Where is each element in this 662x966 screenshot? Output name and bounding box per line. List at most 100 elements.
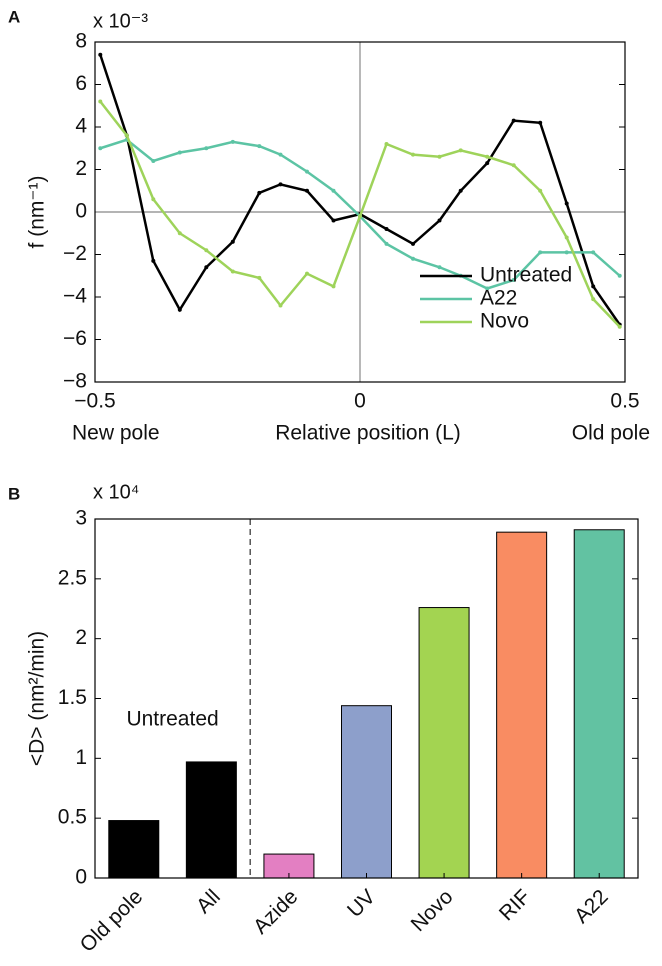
x-tick-label: −0.5 xyxy=(74,390,115,413)
data-point xyxy=(98,146,103,151)
y-tick-label: 6 xyxy=(75,72,87,95)
x-tick-label: A22 xyxy=(570,885,613,928)
axis-multiplier: x 10⁴ xyxy=(93,481,139,503)
x-tick-label: UV xyxy=(343,885,380,922)
data-point xyxy=(331,218,336,223)
bar xyxy=(341,705,392,879)
y-tick-label: 2 xyxy=(75,157,87,180)
data-point xyxy=(538,250,543,255)
y-tick-label: 8 xyxy=(75,30,87,53)
data-point xyxy=(278,182,283,187)
data-point xyxy=(564,201,569,206)
data-point xyxy=(458,148,463,153)
data-point xyxy=(511,163,516,168)
x-tick-label: Old pole xyxy=(76,885,148,957)
x-tick-label: 0 xyxy=(354,390,366,413)
data-point xyxy=(177,150,182,155)
data-point xyxy=(485,154,490,159)
annotation: Untreated xyxy=(126,708,218,731)
x-tick-label: Novo xyxy=(407,885,458,936)
plot-frame xyxy=(94,41,626,383)
data-point xyxy=(485,286,490,291)
data-point xyxy=(384,142,389,146)
bar xyxy=(418,607,470,879)
y-tick-label: 1 xyxy=(75,746,87,769)
data-point xyxy=(204,248,209,253)
data-point xyxy=(331,188,336,193)
data-point xyxy=(151,197,156,202)
data-point xyxy=(411,241,415,246)
data-point xyxy=(204,146,209,151)
y-tick-label: −8 xyxy=(63,370,87,393)
y-axis-label: f (nm⁻¹) xyxy=(26,176,49,249)
data-point xyxy=(437,154,442,159)
data-point xyxy=(305,271,309,276)
data-point xyxy=(564,235,569,240)
y-tick-label: 3 xyxy=(75,507,87,530)
data-point xyxy=(230,239,235,244)
data-point xyxy=(257,275,262,280)
axis-multiplier: x 10⁻³ xyxy=(93,10,148,32)
data-point xyxy=(278,303,283,308)
y-tick-label: 2.5 xyxy=(58,566,87,589)
bar xyxy=(573,529,625,879)
x-left-label: New pole xyxy=(72,422,160,445)
y-tick-label: −4 xyxy=(63,285,87,308)
data-point xyxy=(384,241,389,246)
y-axis-label: <D> (nm²/min) xyxy=(26,631,49,766)
data-point xyxy=(98,99,103,104)
data-point xyxy=(591,250,596,255)
data-point xyxy=(591,284,596,289)
panel-label: A xyxy=(8,7,20,26)
data-point xyxy=(177,307,182,312)
data-point xyxy=(257,144,262,149)
x-right-label: Old pole xyxy=(572,422,650,445)
plot-frame xyxy=(94,518,639,879)
data-point xyxy=(230,269,235,274)
x-tick-label: 0.5 xyxy=(610,390,639,413)
y-tick-label: −6 xyxy=(63,327,87,350)
data-point xyxy=(278,152,283,157)
y-tick-label: 1.5 xyxy=(58,686,87,709)
data-point xyxy=(151,159,156,163)
bar xyxy=(185,761,237,879)
legend-label: Novo xyxy=(480,310,529,333)
data-point xyxy=(511,118,516,123)
data-point xyxy=(204,265,209,270)
data-point xyxy=(331,284,336,289)
data-point xyxy=(617,324,622,329)
data-point xyxy=(564,250,569,255)
bar xyxy=(496,531,548,879)
x-tick-label: Azide xyxy=(249,885,302,938)
data-point xyxy=(411,256,415,261)
data-point xyxy=(384,227,389,231)
data-point xyxy=(437,265,442,270)
y-tick-label: −2 xyxy=(63,242,87,265)
panel-label: B xyxy=(8,484,20,503)
y-tick-label: 0 xyxy=(75,200,87,223)
data-point xyxy=(511,278,516,282)
data-point xyxy=(538,188,543,193)
data-point xyxy=(411,152,415,157)
data-point xyxy=(305,169,309,174)
data-point xyxy=(257,190,262,195)
data-point xyxy=(98,52,103,57)
y-tick-label: 0 xyxy=(75,866,87,889)
data-point xyxy=(230,139,235,144)
y-tick-label: 4 xyxy=(75,115,87,138)
data-point xyxy=(305,188,309,193)
y-tick-label: 0.5 xyxy=(58,806,87,829)
legend-label: Untreated xyxy=(480,264,572,287)
data-point xyxy=(458,188,463,193)
legend-label: A22 xyxy=(480,287,517,310)
data-point xyxy=(538,120,543,125)
data-point xyxy=(437,218,442,223)
data-point xyxy=(485,161,490,166)
data-point xyxy=(124,133,129,138)
data-point xyxy=(617,273,622,278)
data-point xyxy=(591,297,596,302)
x-tick-label: RIF xyxy=(495,885,535,925)
x-axis-label: Relative position (L) xyxy=(275,422,461,445)
